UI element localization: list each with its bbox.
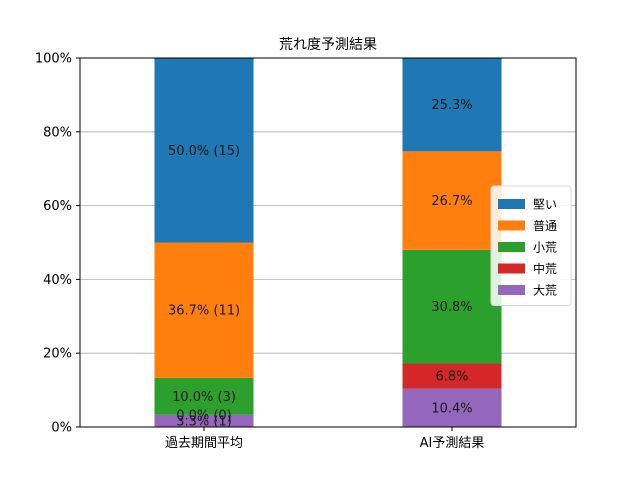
data-label: 10.0% (3) (172, 390, 236, 405)
legend-box (490, 185, 572, 306)
bar-segment (154, 377, 254, 415)
legend-label: 普通 (533, 219, 557, 233)
bar-segment (402, 249, 502, 364)
y-tick-label: 80% (43, 125, 72, 140)
bars (154, 58, 502, 427)
data-labels: 3.3% (1)0.0% (0) 10.0% (3) 36.7% (11) 50.0%… (168, 98, 473, 429)
y-tick-label: 0% (51, 421, 72, 436)
y-tick-label: 100% (35, 52, 72, 67)
bar-segment (402, 151, 502, 250)
x-tick-label: 過去期間平均 (165, 436, 243, 451)
y-tick-label: 20% (43, 347, 72, 362)
plot-frame (79, 57, 577, 428)
x-tick-label: AI予測結果 (420, 436, 485, 451)
legend-label: 大荒 (533, 284, 557, 298)
legend-swatch (498, 263, 525, 274)
bar-segment (402, 388, 502, 427)
data-label: 0.0% (0) (176, 408, 232, 423)
bar-segment (154, 242, 254, 378)
data-label: 10.4% (431, 401, 472, 416)
bar-segment (154, 414, 254, 427)
bar-segment (154, 58, 254, 243)
legend-swatch (498, 242, 525, 252)
bar-segment (402, 363, 502, 389)
y-tick-label: 60% (43, 199, 72, 214)
y-tick-label: 40% (43, 273, 72, 288)
data-label: 25.3% (431, 98, 472, 113)
bar-segment (402, 58, 502, 152)
data-label: 3.3% (1) (176, 414, 232, 429)
chart-title: 荒れ度予測結果 (279, 37, 377, 53)
data-label: 36.7% (11) (168, 304, 240, 319)
data-label: 50.0% (15) (168, 144, 240, 159)
legend-swatch (498, 285, 525, 295)
axes: 0% 20% 40% 60% 80% 100% 過去期間平均 AI予測結果 (35, 52, 485, 452)
legend-label: 堅い (533, 198, 557, 212)
legend-swatch (498, 199, 525, 209)
data-label: 6.8% (435, 370, 468, 385)
legend-label: 中荒 (533, 261, 557, 276)
legend-swatch (498, 220, 525, 231)
data-label: 26.7% (431, 194, 472, 209)
data-label: 30.8% (431, 300, 472, 315)
legend-label: 小荒 (533, 241, 557, 255)
